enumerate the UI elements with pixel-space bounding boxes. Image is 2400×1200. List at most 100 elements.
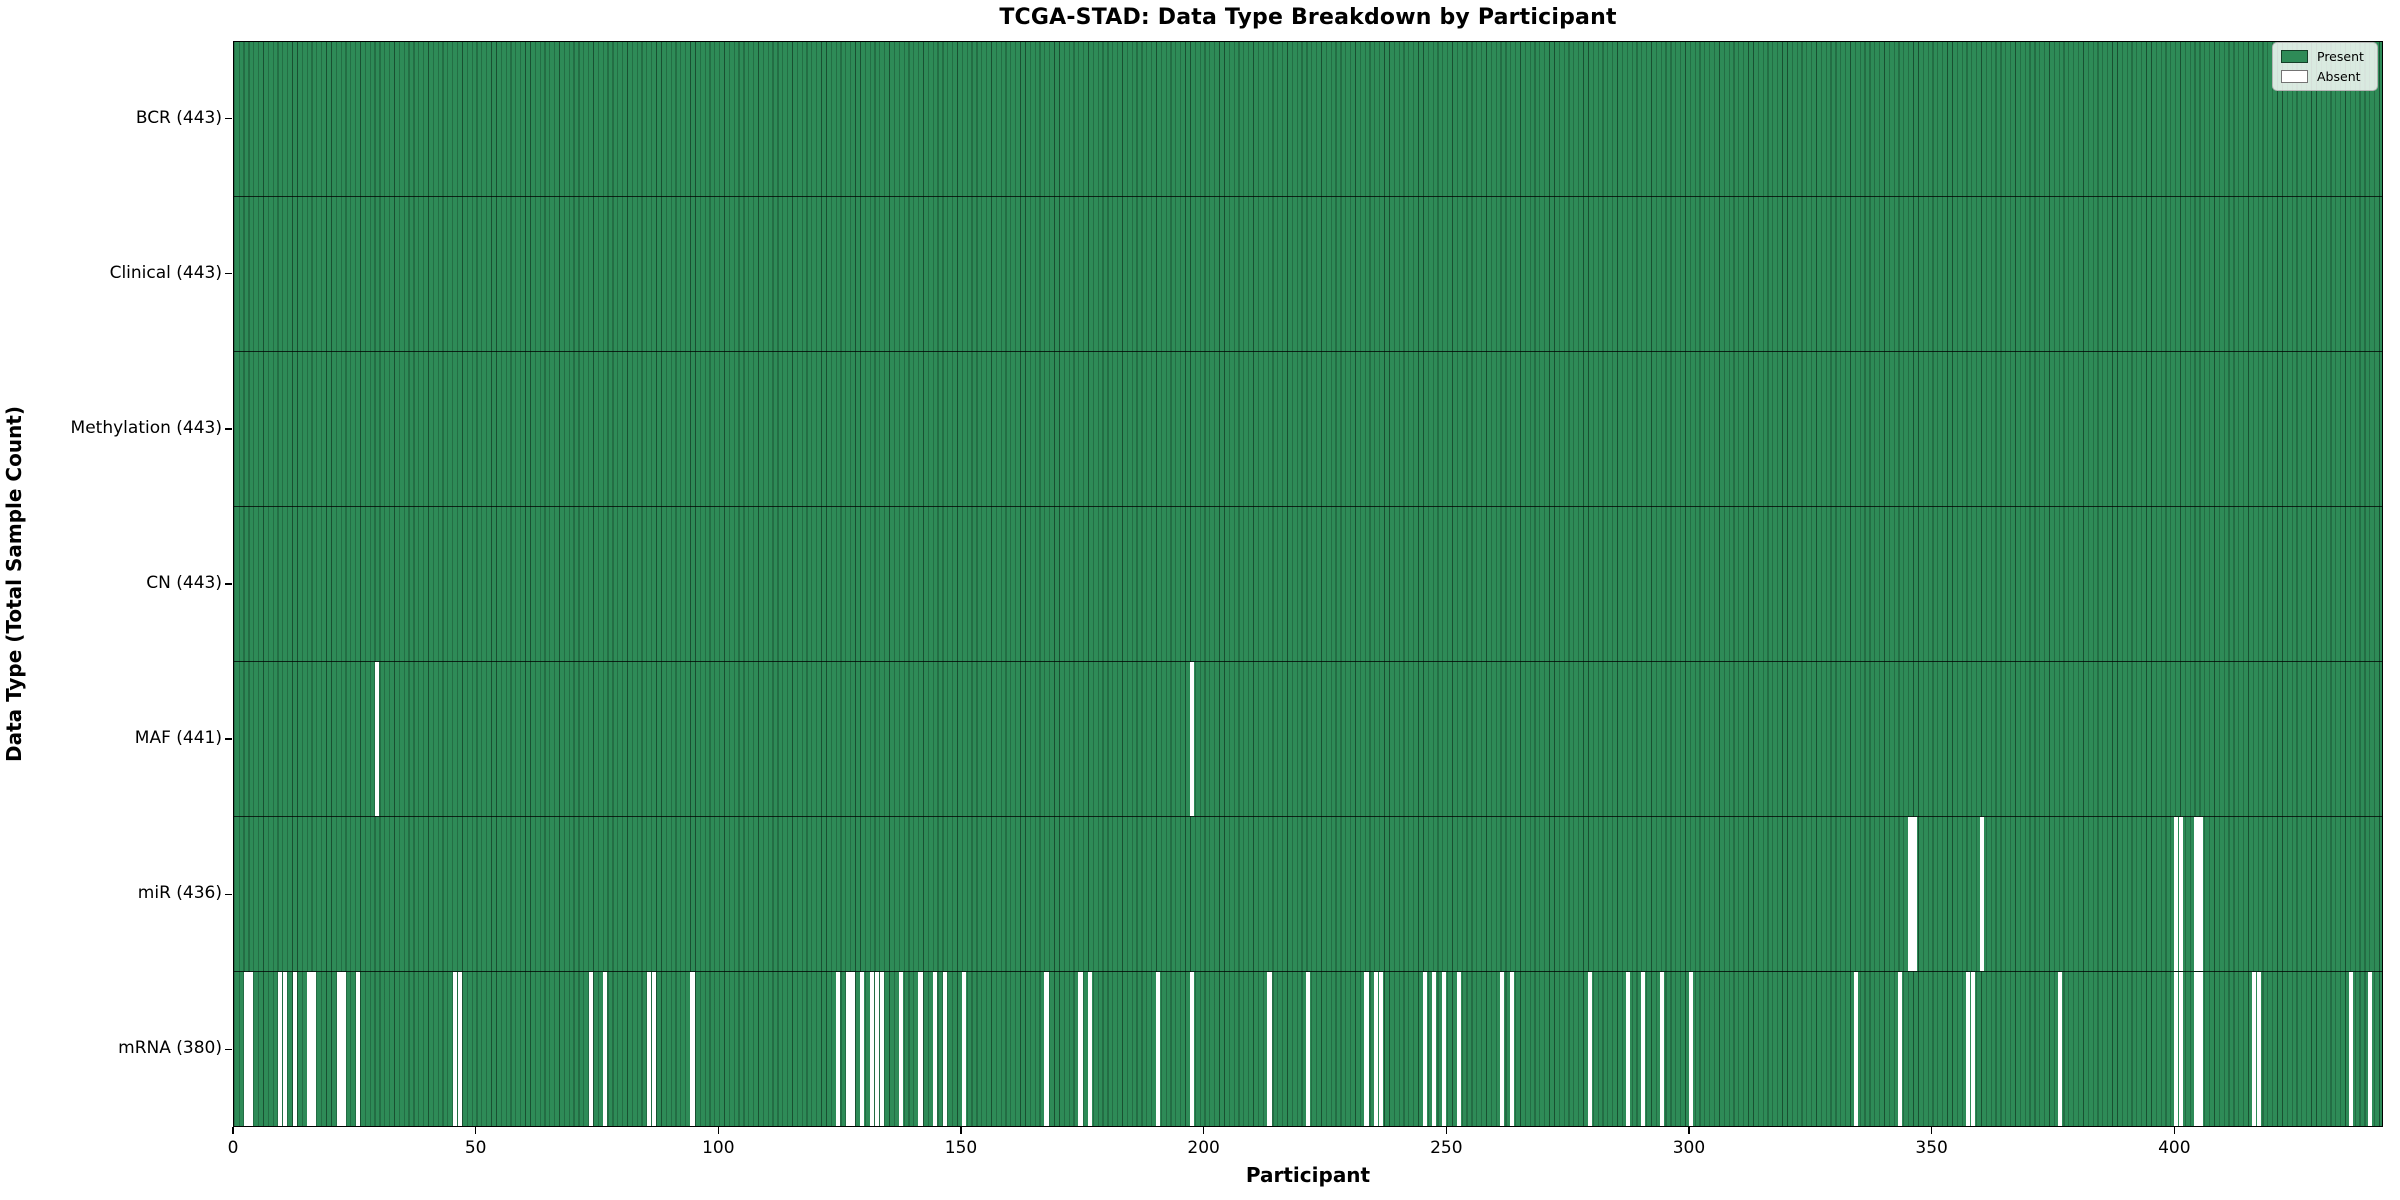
y-tick-mark (225, 1048, 232, 1051)
absent-cell (249, 972, 254, 1126)
x-tick-label: 150 (944, 1138, 978, 1158)
absent-cell (2198, 817, 2203, 971)
x-tick-mark (232, 1127, 234, 1134)
absent-cell (879, 972, 884, 1126)
absent-cell (1509, 972, 1515, 1126)
absent-cell (1689, 972, 1694, 1126)
absent-cell (1456, 972, 1461, 1126)
chart-title: TCGA-STAD: Data Type Breakdown by Partic… (999, 5, 1617, 30)
absent-cell (835, 972, 841, 1126)
legend: Present Absent (2272, 42, 2378, 91)
absent-cell (312, 972, 317, 1126)
x-tick-label: 100 (702, 1138, 735, 1158)
absent-cell (2179, 817, 2184, 971)
absent-cell (336, 972, 341, 1126)
heatmap-row-bcr (234, 42, 2382, 197)
legend-label-absent: Absent (2317, 69, 2361, 84)
absent-cell (1854, 972, 1859, 1126)
y-tick-label-methylation: Methylation (443) (70, 417, 222, 438)
absent-cell (1907, 817, 1912, 971)
absent-cell (2368, 972, 2373, 1126)
absent-cell (292, 972, 298, 1126)
x-tick-mark (1930, 1127, 1933, 1134)
heatmap-row-mir (234, 817, 2382, 972)
absent-cell (2348, 972, 2353, 1126)
absent-cell (2174, 817, 2179, 971)
absent-cell (1587, 972, 1592, 1126)
absent-cell (1660, 972, 1665, 1126)
heatmap-row-clinical (234, 197, 2382, 352)
absent-cell (2174, 972, 2179, 1126)
absent-cell (918, 972, 923, 1126)
absent-cell (1432, 972, 1437, 1126)
x-tick-label: 400 (2158, 1138, 2191, 1158)
x-tick-mark (1688, 1127, 1690, 1134)
x-tick-mark (474, 1127, 477, 1134)
absent-cell (1088, 972, 1093, 1126)
heatmap-row-cn (234, 507, 2382, 662)
absent-cell (850, 972, 855, 1126)
absent-cell (1980, 817, 1985, 971)
absent-cell (1374, 972, 1379, 1126)
legend-label-present: Present (2317, 49, 2364, 64)
y-tick-label-mrna: mRNA (380) (118, 1038, 222, 1059)
absent-cell (1422, 972, 1427, 1126)
absent-cell (1189, 972, 1195, 1126)
absent-cell (1364, 972, 1369, 1126)
absent-cell (2193, 972, 2198, 1126)
absent-cell (278, 972, 283, 1126)
absent-cell (244, 972, 249, 1126)
absent-cell (457, 972, 462, 1126)
absent-cell (1267, 972, 1272, 1126)
y-tick-mark (225, 273, 232, 275)
x-tick-mark (1202, 1127, 1205, 1134)
absent-cell (2251, 972, 2256, 1126)
x-tick-label: 200 (1187, 1138, 1220, 1158)
absent-cell (869, 972, 875, 1126)
absent-cell (1078, 972, 1083, 1126)
y-tick-mark (225, 583, 232, 585)
legend-entry-absent: Absent (2281, 69, 2368, 84)
absent-cell (942, 972, 947, 1126)
absent-cell (2256, 972, 2261, 1126)
y-tick-mark (225, 428, 232, 430)
absent-cell (962, 972, 967, 1126)
x-tick-label: 350 (1915, 1138, 1948, 1158)
absent-swatch-icon (2281, 70, 2308, 83)
x-axis-label: Participant (1245, 1163, 1371, 1187)
absent-cell (1442, 972, 1447, 1126)
heatmap-row-methylation (234, 352, 2382, 507)
absent-cell (2057, 972, 2062, 1126)
absent-cell (1965, 972, 1970, 1126)
absent-cell (1306, 972, 1311, 1126)
absent-cell (1897, 972, 1902, 1126)
absent-cell (1912, 817, 1917, 971)
x-tick-mark (2173, 1127, 2175, 1134)
absent-cell (898, 972, 904, 1126)
absent-cell (1155, 972, 1161, 1126)
absent-cell (452, 972, 458, 1126)
y-tick-mark (225, 117, 232, 120)
absent-cell (2193, 817, 2198, 971)
absent-cell (603, 972, 608, 1126)
absent-cell (1500, 972, 1505, 1126)
absent-cell (375, 662, 380, 816)
present-swatch-icon (2281, 50, 2308, 63)
absent-cell (2179, 972, 2184, 1126)
absent-cell (932, 972, 938, 1126)
absent-cell (1044, 972, 1049, 1126)
absent-cell (1970, 972, 1975, 1126)
x-tick-mark (1445, 1127, 1447, 1134)
absent-cell (845, 972, 850, 1126)
absent-cell (1379, 972, 1384, 1126)
absent-cell (588, 972, 593, 1126)
absent-cell (651, 972, 656, 1126)
absent-cell (646, 972, 651, 1126)
absent-cell (860, 972, 865, 1126)
y-tick-label-clinical: Clinical (443) (109, 262, 222, 283)
x-tick-mark (717, 1127, 720, 1134)
y-tick-label-mir: miR (436) (137, 883, 222, 904)
absent-cell (1189, 662, 1195, 816)
x-tick-label: 250 (1430, 1138, 1463, 1158)
x-tick-mark (960, 1127, 962, 1134)
